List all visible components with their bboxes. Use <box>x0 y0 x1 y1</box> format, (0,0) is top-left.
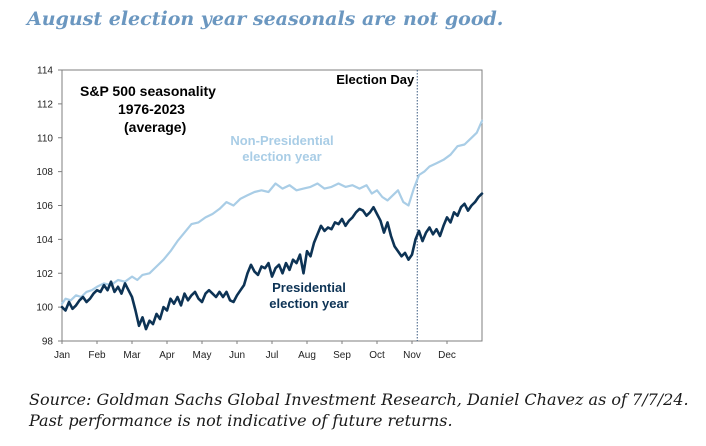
x-tick-label-feb: Feb <box>88 350 106 361</box>
presidential-label-line-1: Presidential <box>272 280 346 295</box>
seasonality-chart: 98 100 102 104 106 108 110 112 114 Jan Feb Mar Apr M… <box>36 66 484 361</box>
chart-title-line-2: 1976-2023 <box>118 101 185 117</box>
y-tick-label-112: 112 <box>37 99 53 110</box>
non-presidential-label-line-2: election year <box>242 149 322 164</box>
disclaimer-line: Past performance is not indicative of fu… <box>29 411 453 430</box>
x-tick-label-nov: Nov <box>403 350 421 361</box>
x-tick-label-jan: Jan <box>54 350 70 361</box>
x-tick-label-sep: Sep <box>333 350 351 361</box>
y-tick-label-110: 110 <box>37 133 53 144</box>
election-day-marker: Election Day <box>336 70 418 341</box>
x-tick-label-aug: Aug <box>298 350 316 361</box>
series-line-non-presidential <box>60 119 484 305</box>
series-line-presidential <box>60 192 484 331</box>
y-tick-label-102: 102 <box>36 269 53 280</box>
source-line-1: Source: Goldman Sachs Global Investment … <box>29 390 689 409</box>
source-note: Source: Goldman Sachs Global Investment … <box>29 389 689 431</box>
x-tick-label-mar: Mar <box>123 350 141 361</box>
election-day-label: Election Day <box>336 72 415 87</box>
chart-title-line-1: S&P 500 seasonality <box>80 83 216 99</box>
series-layer <box>60 119 484 331</box>
y-tick-label-104: 104 <box>36 235 53 246</box>
annotations: S&P 500 seasonality 1976-2023 (average) Non… <box>80 83 349 311</box>
x-tick-label-oct: Oct <box>369 350 385 361</box>
y-axis: 98 100 102 104 106 108 110 112 114 <box>36 66 62 348</box>
y-tick-label-114: 114 <box>37 66 53 77</box>
y-tick-label-98: 98 <box>42 337 54 348</box>
y-tick-label-108: 108 <box>36 167 53 178</box>
x-tick-label-apr: Apr <box>159 350 175 361</box>
x-tick-label-dec: Dec <box>438 350 456 361</box>
y-tick-label-100: 100 <box>36 303 53 314</box>
presidential-label-line-2: election year <box>269 296 349 311</box>
chart-title-line-3: (average) <box>124 119 186 135</box>
y-tick-label-106: 106 <box>36 201 53 212</box>
non-presidential-label-line-1: Non-Presidential <box>230 133 333 148</box>
x-axis: Jan Feb Mar Apr May Jun Jul Aug Sep Oct Nov Dec <box>54 341 456 361</box>
x-tick-label-may: May <box>193 350 212 361</box>
x-tick-label-jun: Jun <box>229 350 245 361</box>
headline: August election year seasonals are not g… <box>27 8 504 30</box>
x-tick-label-jul: Jul <box>266 350 279 361</box>
